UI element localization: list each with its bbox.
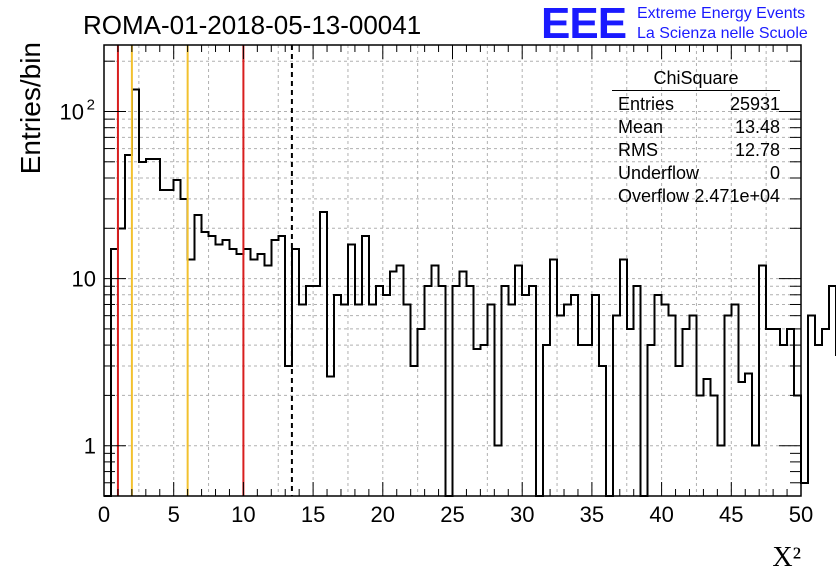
stats-row: Mean 13.48: [612, 116, 780, 139]
stats-key: Entries: [618, 94, 675, 114]
x-tick-label: 15: [301, 502, 325, 527]
x-tick-label: 40: [649, 502, 673, 527]
stats-row: Entries 25931: [612, 93, 780, 116]
stats-key: Mean: [618, 117, 664, 137]
x-tick-label: 10: [231, 502, 255, 527]
stats-value: 13.48: [734, 117, 780, 137]
x-tick-label: 45: [719, 502, 743, 527]
stats-value: 0: [769, 163, 780, 183]
stats-key: Overflow: [618, 186, 690, 206]
eee-logo-line1: Extreme Energy Events: [637, 5, 806, 22]
y-tick-label: 10: [72, 267, 96, 292]
stats-box-title: ChiSquare: [612, 68, 780, 91]
x-tick-label: 0: [98, 502, 110, 527]
eee-logo: EEE: [541, 0, 627, 48]
y-tick-label: 1: [84, 434, 96, 459]
stats-box: ChiSquare Entries 25931 Mean 13.48 RMS 1…: [612, 68, 780, 208]
stats-row: Overflow 2.471e+04: [612, 185, 780, 208]
y-tick-exponent: 2: [87, 96, 95, 113]
x-tick-label: 25: [440, 502, 464, 527]
stats-value: 25931: [729, 94, 780, 114]
x-tick-label: 35: [580, 502, 604, 527]
x-tick-label: 30: [510, 502, 534, 527]
stats-value: 12.78: [734, 140, 780, 160]
x-tick-label: 20: [371, 502, 395, 527]
stats-row: Underflow 0: [612, 162, 780, 185]
eee-logo-text: Extreme Energy Events La Scienza nelle S…: [637, 4, 808, 44]
x-axis-label: X²: [772, 542, 801, 572]
stats-key: RMS: [618, 140, 658, 160]
run-title: ROMA-01-2018-05-13-00041: [83, 10, 422, 40]
y-tick-label: 10: [60, 99, 84, 124]
stats-row: RMS 12.78: [612, 139, 780, 162]
stats-key: Underflow: [618, 163, 700, 183]
x-tick-label: 50: [789, 502, 813, 527]
histogram-series: [104, 88, 836, 497]
y-axis-label: Entries/bin: [15, 42, 46, 174]
eee-logo-line2: La Scienza nelle Scuole: [637, 25, 808, 42]
stats-value: 2.471e+04: [694, 186, 780, 206]
x-tick-label: 5: [168, 502, 180, 527]
